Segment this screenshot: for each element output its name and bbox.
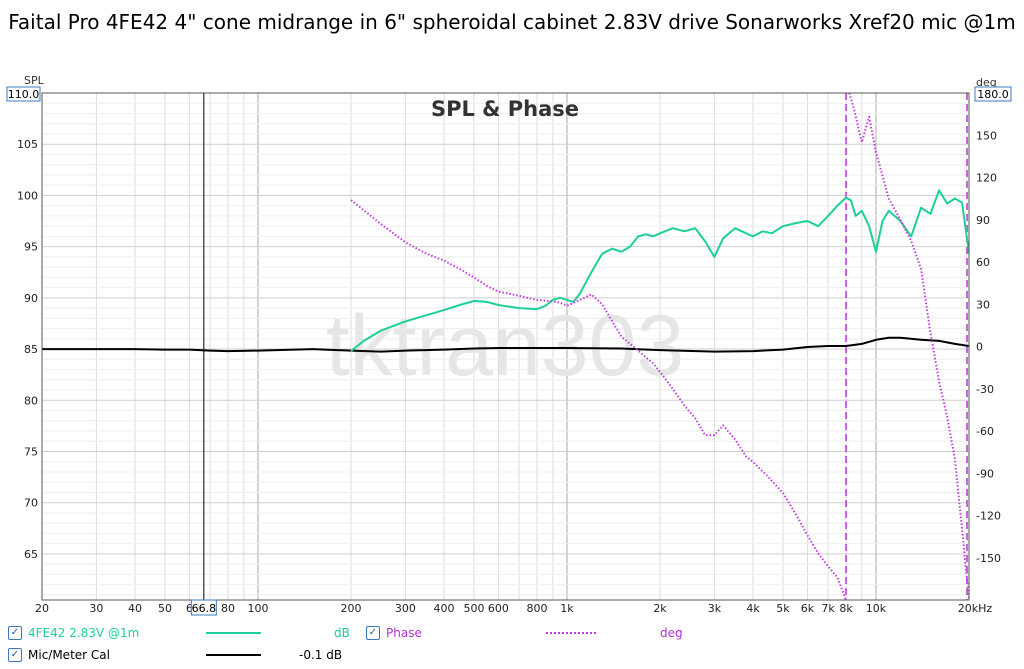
y-left-top-readout[interactable]: 110.0 xyxy=(6,86,41,102)
x-tick-label: 200 xyxy=(341,602,362,615)
page-title: Faital Pro 4FE42 4" cone midrange in 6" … xyxy=(0,8,1024,37)
legend-unit: deg xyxy=(660,626,683,640)
y-left-tick-label: 95 xyxy=(24,241,38,254)
svg-text:180.0: 180.0 xyxy=(977,88,1009,101)
legend-entry-phase[interactable]: ✓ Phase deg xyxy=(366,624,726,642)
y-right-tick-label: -30 xyxy=(976,383,994,396)
x-tick-label: 10k xyxy=(866,602,887,615)
y-right-tick-label: 60 xyxy=(976,256,990,269)
marker-lines[interactable] xyxy=(845,93,968,600)
y-left-tick-label: 85 xyxy=(24,343,38,356)
x-tick-label: 80 xyxy=(221,602,235,615)
y-right-tick-label: -120 xyxy=(976,510,1001,523)
y-right-tick-label: 30 xyxy=(976,298,990,311)
legend-swatch xyxy=(546,632,596,634)
checkbox-icon[interactable]: ✓ xyxy=(8,648,22,662)
series-line-0 xyxy=(350,189,969,352)
frequency-cursor-readout[interactable]: 66.8 xyxy=(190,599,217,616)
checkbox-icon[interactable]: ✓ xyxy=(366,626,380,640)
x-tick-label: 2k xyxy=(653,602,667,615)
x-tick-label: 800 xyxy=(527,602,548,615)
legend-entry-mic-cal[interactable]: ✓ Mic/Meter Cal -0.1 dB xyxy=(8,646,408,664)
legend-swatch xyxy=(206,632,261,634)
page-title-text: Faital Pro 4FE42 4" cone midrange in 6" … xyxy=(8,10,1016,34)
y-left-tick-label: 105 xyxy=(17,138,38,151)
grid-lines xyxy=(41,92,970,600)
y-right-top-readout[interactable]: 180.0 xyxy=(974,86,1012,102)
legend-label: Mic/Meter Cal xyxy=(28,648,110,662)
x-tick-label: 7k xyxy=(821,602,835,615)
y-right-tick-label: -90 xyxy=(976,467,994,480)
x-tick-label: 8k xyxy=(839,602,853,615)
x-tick-label: 4k xyxy=(746,602,760,615)
chart-title: SPL & Phase xyxy=(431,97,579,121)
y-right-tick-label: 150 xyxy=(976,129,997,142)
legend-label: Phase xyxy=(386,626,422,640)
y-right-axis: 150 120 90 60 30 0 -30 -60 -90 -120 -150 xyxy=(976,129,1001,565)
x-tick-label: 6 xyxy=(186,602,193,615)
y-right-tick-label: 90 xyxy=(976,214,990,227)
x-tick-label: 6k xyxy=(801,602,815,615)
x-tick-label: 20kHz xyxy=(958,602,993,615)
y-right-tick-label: -150 xyxy=(976,552,1001,565)
x-tick-label: 500 xyxy=(463,602,484,615)
series-line-2 xyxy=(42,336,969,353)
y-right-tick-label: -60 xyxy=(976,425,994,438)
series-line-1 xyxy=(350,93,969,600)
y-right-tick-label: 120 xyxy=(976,172,997,185)
legend-swatch xyxy=(206,654,261,656)
y-left-axis-label: SPL xyxy=(24,74,45,87)
y-left-axis: 65 70 75 80 85 90 95 100 105 xyxy=(17,138,38,561)
series-group xyxy=(42,93,969,600)
y-right-axis-label: deg xyxy=(976,76,997,89)
svg-text:110.0: 110.0 xyxy=(8,88,40,101)
x-tick-label: 40 xyxy=(128,602,142,615)
x-tick-label: 5k xyxy=(776,602,790,615)
watermark: tktran303 xyxy=(326,298,685,394)
y-left-tick-label: 90 xyxy=(24,292,38,305)
x-axis: 20 30 40 50 6 80 100 200 300 400 500 600 800 1k 2k 3k 4k… xyxy=(35,602,992,615)
x-tick-label: 3k xyxy=(708,602,722,615)
x-tick-label: 300 xyxy=(395,602,416,615)
legend-entry-spl[interactable]: ✓ 4FE42 2.83V @1m dB xyxy=(8,624,708,642)
checkbox-icon[interactable]: ✓ xyxy=(8,626,22,640)
y-left-tick-label: 100 xyxy=(17,189,38,202)
y-left-tick-label: 65 xyxy=(24,548,38,561)
legend-label: 4FE42 2.83V @1m xyxy=(28,626,140,640)
x-tick-label: 600 xyxy=(488,602,509,615)
plot-frame xyxy=(41,92,970,601)
legend-unit: dB xyxy=(334,626,350,640)
svg-text:66.8: 66.8 xyxy=(192,602,217,615)
x-tick-label: 100 xyxy=(247,602,268,615)
y-left-tick-label: 75 xyxy=(24,445,38,458)
y-right-tick-label: 0 xyxy=(976,341,983,354)
x-tick-label: 1k xyxy=(560,602,574,615)
legend-unit: -0.1 dB xyxy=(299,648,343,662)
x-tick-label: 20 xyxy=(35,602,49,615)
y-left-tick-label: 70 xyxy=(24,497,38,510)
x-tick-label: 30 xyxy=(89,602,103,615)
x-tick-label: 50 xyxy=(158,602,172,615)
x-tick-label: 400 xyxy=(434,602,455,615)
y-left-tick-label: 80 xyxy=(24,394,38,407)
